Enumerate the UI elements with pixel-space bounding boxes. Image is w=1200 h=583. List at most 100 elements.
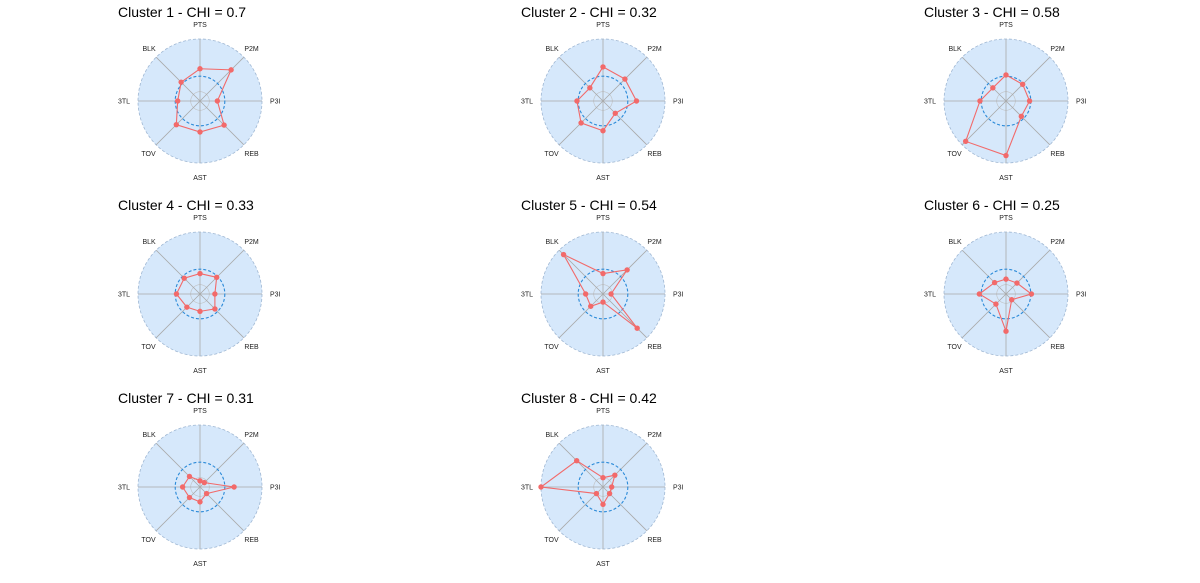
axis-label-pts: PTS <box>596 22 610 29</box>
data-point-ast <box>600 501 606 508</box>
reference-circle <box>174 461 226 513</box>
axis-label-reb: REB <box>1050 344 1065 351</box>
data-point-stl <box>179 484 186 490</box>
axis-label-stl: 3TL <box>521 99 533 106</box>
axis-label-reb: REB <box>1050 151 1065 158</box>
data-point-reb <box>203 490 210 497</box>
radar-spoke <box>602 293 648 339</box>
data-point-p3m <box>212 291 218 297</box>
radar-spoke <box>155 249 201 295</box>
data-point-reb <box>606 490 613 497</box>
radar-spoke <box>961 100 1007 146</box>
data-point-blk <box>990 85 996 91</box>
axis-label-blk: BLK <box>142 46 156 53</box>
axis-label-p2m: P2M <box>244 46 259 53</box>
radar-chart: PTS P2M P3I REB AST TOV 3TL BLK <box>521 408 684 568</box>
radar-spoke <box>199 100 245 146</box>
data-point-pts <box>600 64 606 70</box>
axis-label-p3m: P3I <box>270 292 281 299</box>
axis-label-ast: AST <box>596 175 610 182</box>
radar-spoke <box>1005 56 1051 102</box>
axis-label-blk: BLK <box>142 432 156 439</box>
panel-title: Cluster 3 - CHI = 0.58 <box>924 4 1060 20</box>
axis-label-p2m: P2M <box>647 46 662 53</box>
data-point-tov <box>184 304 190 310</box>
axis-label-tov: TOV <box>141 537 156 544</box>
axis-label-ast: AST <box>999 368 1013 375</box>
axis-label-blk: BLK <box>948 239 962 246</box>
data-point-pts <box>197 66 203 72</box>
data-point-tov <box>593 490 600 497</box>
radar-chart: PTS P2M P3I REB AST TOV 3TL BLK <box>118 22 281 182</box>
data-point-p2m <box>612 472 618 478</box>
data-point-stl <box>173 291 180 297</box>
radar-spoke <box>961 56 1007 102</box>
data-point-blk <box>587 85 593 91</box>
radar-chart: PTS P2M P3I REB AST TOV 3TL BLK <box>118 215 281 375</box>
axis-label-pts: PTS <box>596 215 610 222</box>
data-point-p2m <box>213 274 220 281</box>
data-point-tov <box>962 138 969 145</box>
data-point-p2m <box>228 67 234 73</box>
data-point-tov <box>173 121 180 128</box>
radar-spoke <box>155 442 201 488</box>
axis-label-p2m: P2M <box>1050 46 1065 53</box>
axis-label-pts: PTS <box>193 408 207 415</box>
data-point-blk <box>573 457 580 464</box>
panel-title: Cluster 6 - CHI = 0.25 <box>924 197 1060 213</box>
data-point-pts <box>1003 276 1009 282</box>
data-point-ast <box>600 128 606 134</box>
axis-label-blk: BLK <box>545 432 559 439</box>
radar-panel-2: Cluster 2 - CHI = 0.32 PTS P2M P3I REB AST TOV… <box>521 4 821 197</box>
radar-panel-6: Cluster 6 - CHI = 0.25 PTS P2M P3I REB AST TOV… <box>924 197 1200 390</box>
radar-panel-4: Cluster 4 - CHI = 0.33 PTS P2M P3I REB AST TOV… <box>118 197 418 390</box>
axis-label-reb: REB <box>647 537 662 544</box>
axis-label-p2m: P2M <box>647 239 662 246</box>
radar-spoke <box>558 249 604 295</box>
data-point-p3m <box>1026 98 1033 104</box>
data-point-p2m <box>624 267 630 273</box>
axis-label-p3m: P3I <box>270 485 281 492</box>
panel-title: Cluster 7 - CHI = 0.31 <box>118 390 254 406</box>
axis-label-tov: TOV <box>544 537 559 544</box>
radar-spoke <box>961 293 1007 339</box>
data-point-tov <box>578 120 584 126</box>
data-point-reb <box>1018 113 1025 120</box>
axis-label-tov: TOV <box>544 151 559 158</box>
data-point-blk <box>186 473 193 480</box>
radar-chart: PTS P2M P3I REB AST TOV 3TL BLK <box>521 215 684 375</box>
data-point-p3m <box>1028 291 1035 297</box>
radar-panel-8: Cluster 8 - CHI = 0.42 PTS P2M P3I REB AST TOV… <box>521 390 821 583</box>
radar-spoke <box>558 442 604 488</box>
data-point-blk <box>178 79 184 85</box>
data-point-p2m <box>1014 280 1020 286</box>
data-point-reb <box>634 325 640 331</box>
axis-label-reb: REB <box>647 151 662 158</box>
axis-label-p2m: P2M <box>647 432 662 439</box>
data-point-stl <box>574 98 580 104</box>
radar-panel-5: Cluster 5 - CHI = 0.54 PTS P2M P3I REB AST TOV… <box>521 197 821 390</box>
axis-label-ast: AST <box>193 175 207 182</box>
radar-spoke <box>155 293 201 339</box>
axis-label-blk: BLK <box>545 46 559 53</box>
radar-spoke <box>199 293 245 339</box>
radar-spoke <box>155 56 201 102</box>
radar-chart: PTS P2M P3I REB AST TOV 3TL BLK <box>118 408 281 568</box>
data-point-stl <box>538 484 544 490</box>
axis-label-tov: TOV <box>141 151 156 158</box>
axis-label-blk: BLK <box>142 239 156 246</box>
panel-title: Cluster 1 - CHI = 0.7 <box>118 4 246 20</box>
radar-spoke <box>199 56 245 102</box>
axis-label-ast: AST <box>596 561 610 568</box>
data-point-reb <box>1008 296 1015 303</box>
axis-label-p3m: P3I <box>1076 99 1087 106</box>
data-point-p3m <box>608 291 614 297</box>
data-point-tov <box>993 301 999 307</box>
radar-spoke <box>961 249 1007 295</box>
data-point-blk <box>181 275 187 281</box>
radar-spoke <box>602 442 648 488</box>
data-point-stl <box>582 291 589 297</box>
radar-spoke <box>602 100 648 146</box>
axis-label-reb: REB <box>244 151 259 158</box>
axis-label-ast: AST <box>193 368 207 375</box>
